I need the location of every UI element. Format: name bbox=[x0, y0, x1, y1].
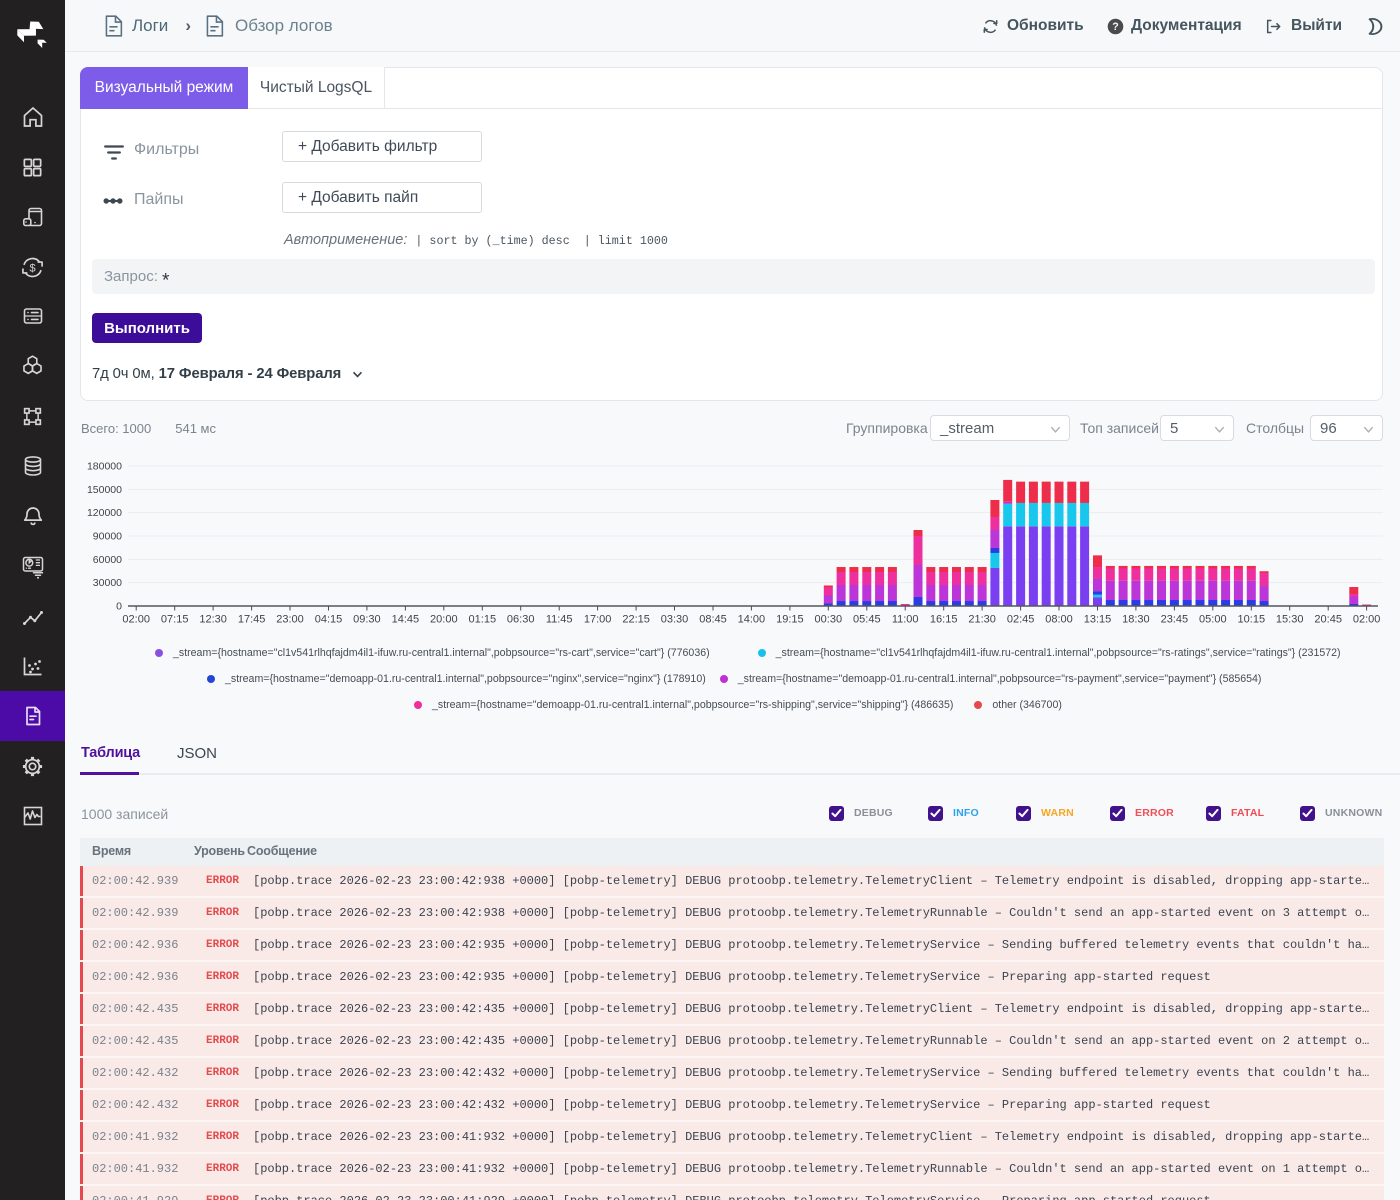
svg-text:23:45: 23:45 bbox=[1161, 614, 1189, 626]
svg-text:?: ? bbox=[1112, 21, 1118, 33]
svg-text:06:30: 06:30 bbox=[507, 614, 535, 626]
svg-text:20:00: 20:00 bbox=[430, 614, 458, 626]
svg-text:08:00: 08:00 bbox=[1045, 614, 1073, 626]
svg-text:16:15: 16:15 bbox=[930, 614, 958, 626]
svg-text:09:30: 09:30 bbox=[353, 614, 381, 626]
svg-text:01:15: 01:15 bbox=[469, 614, 497, 626]
svg-text:180000: 180000 bbox=[87, 461, 122, 473]
svg-text:00:30: 00:30 bbox=[815, 614, 843, 626]
svg-text:10:15: 10:15 bbox=[1238, 614, 1266, 626]
svg-text:08:45: 08:45 bbox=[699, 614, 727, 626]
svg-text:11:00: 11:00 bbox=[892, 614, 919, 626]
svg-text:03:30: 03:30 bbox=[661, 614, 689, 626]
svg-text:23:00: 23:00 bbox=[276, 614, 304, 626]
svg-text:02:00: 02:00 bbox=[122, 614, 150, 626]
svg-text:02:00: 02:00 bbox=[1353, 614, 1381, 626]
svg-text:0: 0 bbox=[116, 601, 122, 613]
svg-text:30000: 30000 bbox=[93, 577, 122, 589]
svg-text:19:15: 19:15 bbox=[776, 614, 804, 626]
svg-text:22:15: 22:15 bbox=[622, 614, 650, 626]
svg-text:17:45: 17:45 bbox=[238, 614, 266, 626]
svg-text:14:00: 14:00 bbox=[738, 614, 766, 626]
svg-text:05:00: 05:00 bbox=[1199, 614, 1227, 626]
svg-text:05:45: 05:45 bbox=[853, 614, 881, 626]
svg-text:20:45: 20:45 bbox=[1314, 614, 1342, 626]
svg-text:14:45: 14:45 bbox=[392, 614, 420, 626]
svg-text:18:30: 18:30 bbox=[1122, 614, 1150, 626]
svg-text:07:15: 07:15 bbox=[161, 614, 189, 626]
svg-text:120000: 120000 bbox=[87, 507, 122, 519]
svg-text:60000: 60000 bbox=[93, 554, 122, 566]
svg-text:13:15: 13:15 bbox=[1084, 614, 1112, 626]
svg-text:02:45: 02:45 bbox=[1007, 614, 1035, 626]
svg-text:17:00: 17:00 bbox=[584, 614, 612, 626]
svg-text:12:30: 12:30 bbox=[199, 614, 227, 626]
svg-text:$: $ bbox=[29, 262, 35, 274]
svg-text:11:45: 11:45 bbox=[546, 614, 573, 626]
svg-text:04:15: 04:15 bbox=[315, 614, 343, 626]
svg-text:150000: 150000 bbox=[87, 484, 122, 496]
svg-text:21:30: 21:30 bbox=[968, 614, 996, 626]
svg-text:90000: 90000 bbox=[93, 531, 122, 543]
svg-text:15:30: 15:30 bbox=[1276, 614, 1304, 626]
